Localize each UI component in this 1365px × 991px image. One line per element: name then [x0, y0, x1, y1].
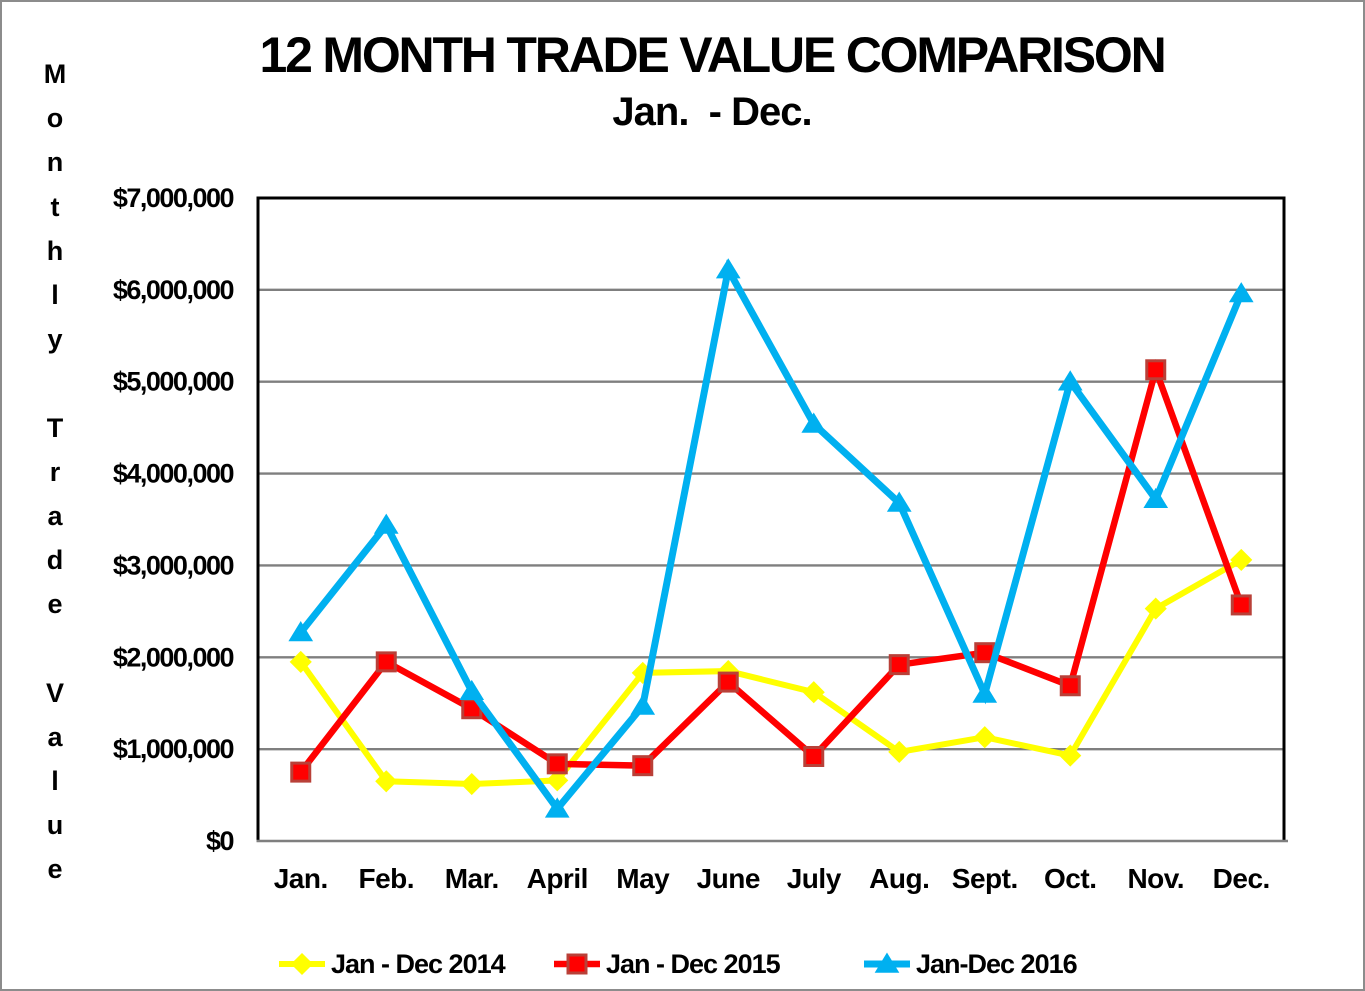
legend-label: Jan-Dec 2016: [916, 949, 1078, 979]
series-marker: [1057, 370, 1083, 391]
y-axis-title-letter: e: [47, 589, 63, 620]
series-marker: [801, 412, 827, 433]
series-line-2: [297, 359, 1245, 776]
x-tick-label: Dec.: [1213, 863, 1270, 894]
series-marker: [632, 755, 654, 777]
series-marker: [886, 491, 912, 512]
x-tick-label: Nov.: [1127, 863, 1184, 894]
y-tick-label: $1,000,000: [113, 734, 234, 764]
series-marker: [1230, 548, 1253, 571]
chart-subtitle: Jan. - Dec.: [612, 90, 812, 134]
series-marker: [1145, 359, 1167, 381]
series-marker: [972, 682, 998, 703]
x-tick-label: Jan.: [274, 863, 328, 894]
x-tick-label: Feb.: [358, 863, 414, 894]
x-tick-label: July: [787, 863, 842, 894]
series-marker: [973, 726, 996, 749]
series-line-3: [297, 259, 1245, 815]
legend-label: Jan - Dec 2014: [331, 949, 506, 979]
y-axis-title-letter: V: [45, 677, 64, 708]
series-marker: [289, 650, 312, 673]
legend-marker: [290, 952, 314, 976]
y-tick-label: $7,000,000: [113, 183, 234, 213]
y-tick-label: $2,000,000: [113, 642, 234, 672]
chart-title: 12 MONTH TRADE VALUE COMPARISON: [259, 27, 1167, 83]
y-axis-title-letter: a: [47, 500, 63, 531]
y-tick-label: $3,000,000: [113, 550, 234, 580]
series-marker: [803, 745, 825, 767]
series-marker: [1059, 675, 1081, 697]
series-marker: [1059, 744, 1082, 767]
legend-marker: [874, 952, 900, 973]
legend-label: Jan - Dec 2015: [606, 949, 781, 979]
legend-marker: [566, 953, 588, 975]
series-marker: [1144, 597, 1167, 620]
x-tick-label: Aug.: [869, 863, 929, 894]
y-axis-title-letter: M: [43, 59, 67, 89]
x-tick-label: Mar.: [445, 863, 499, 894]
x-tick-label: Sept.: [952, 863, 1018, 894]
y-axis-title-letter: h: [46, 235, 64, 266]
series-marker: [1143, 487, 1169, 509]
series-marker: [288, 621, 314, 642]
y-axis-title-letter: u: [46, 810, 64, 841]
y-tick-label: $5,000,000: [113, 367, 234, 397]
series-marker: [375, 770, 398, 793]
y-axis-title-letter: e: [47, 854, 63, 885]
y-tick-label: $0: [206, 826, 234, 856]
series-line-1: [297, 556, 1245, 788]
series-marker: [888, 740, 911, 763]
y-axis-title-letter: l: [51, 766, 59, 796]
y-axis-title-letter: r: [49, 456, 61, 487]
series-marker: [802, 681, 825, 704]
series-marker: [459, 679, 485, 701]
series-marker: [460, 772, 483, 796]
series-marker: [1230, 594, 1252, 616]
series-marker: [546, 769, 569, 792]
x-tick-label: Oct.: [1044, 863, 1096, 894]
series-marker: [373, 513, 399, 534]
y-tick-label: $4,000,000: [113, 459, 234, 489]
y-axis-title-letter: t: [50, 191, 60, 222]
y-axis-title-letter: l: [51, 279, 59, 310]
series-marker: [715, 258, 741, 279]
y-axis-title-letter: o: [46, 103, 64, 134]
series-marker: [630, 694, 656, 715]
series-marker: [717, 671, 739, 693]
x-tick-label: May: [616, 863, 670, 894]
y-tick-label: $6,000,000: [113, 275, 234, 305]
x-tick-label: June: [697, 863, 760, 894]
series-marker: [375, 651, 397, 673]
y-axis-title-letter: a: [47, 721, 63, 752]
series-marker: [1228, 282, 1254, 303]
y-axis-title-letter: d: [46, 545, 64, 576]
y-axis-title-letter: n: [46, 147, 64, 178]
series-marker: [290, 761, 312, 783]
series-marker: [888, 654, 910, 676]
series-marker: [544, 797, 570, 818]
y-axis-title-letter: T: [46, 412, 64, 443]
y-axis-title-letter: y: [47, 324, 63, 355]
series-marker: [546, 753, 568, 775]
x-tick-label: April: [527, 863, 588, 894]
